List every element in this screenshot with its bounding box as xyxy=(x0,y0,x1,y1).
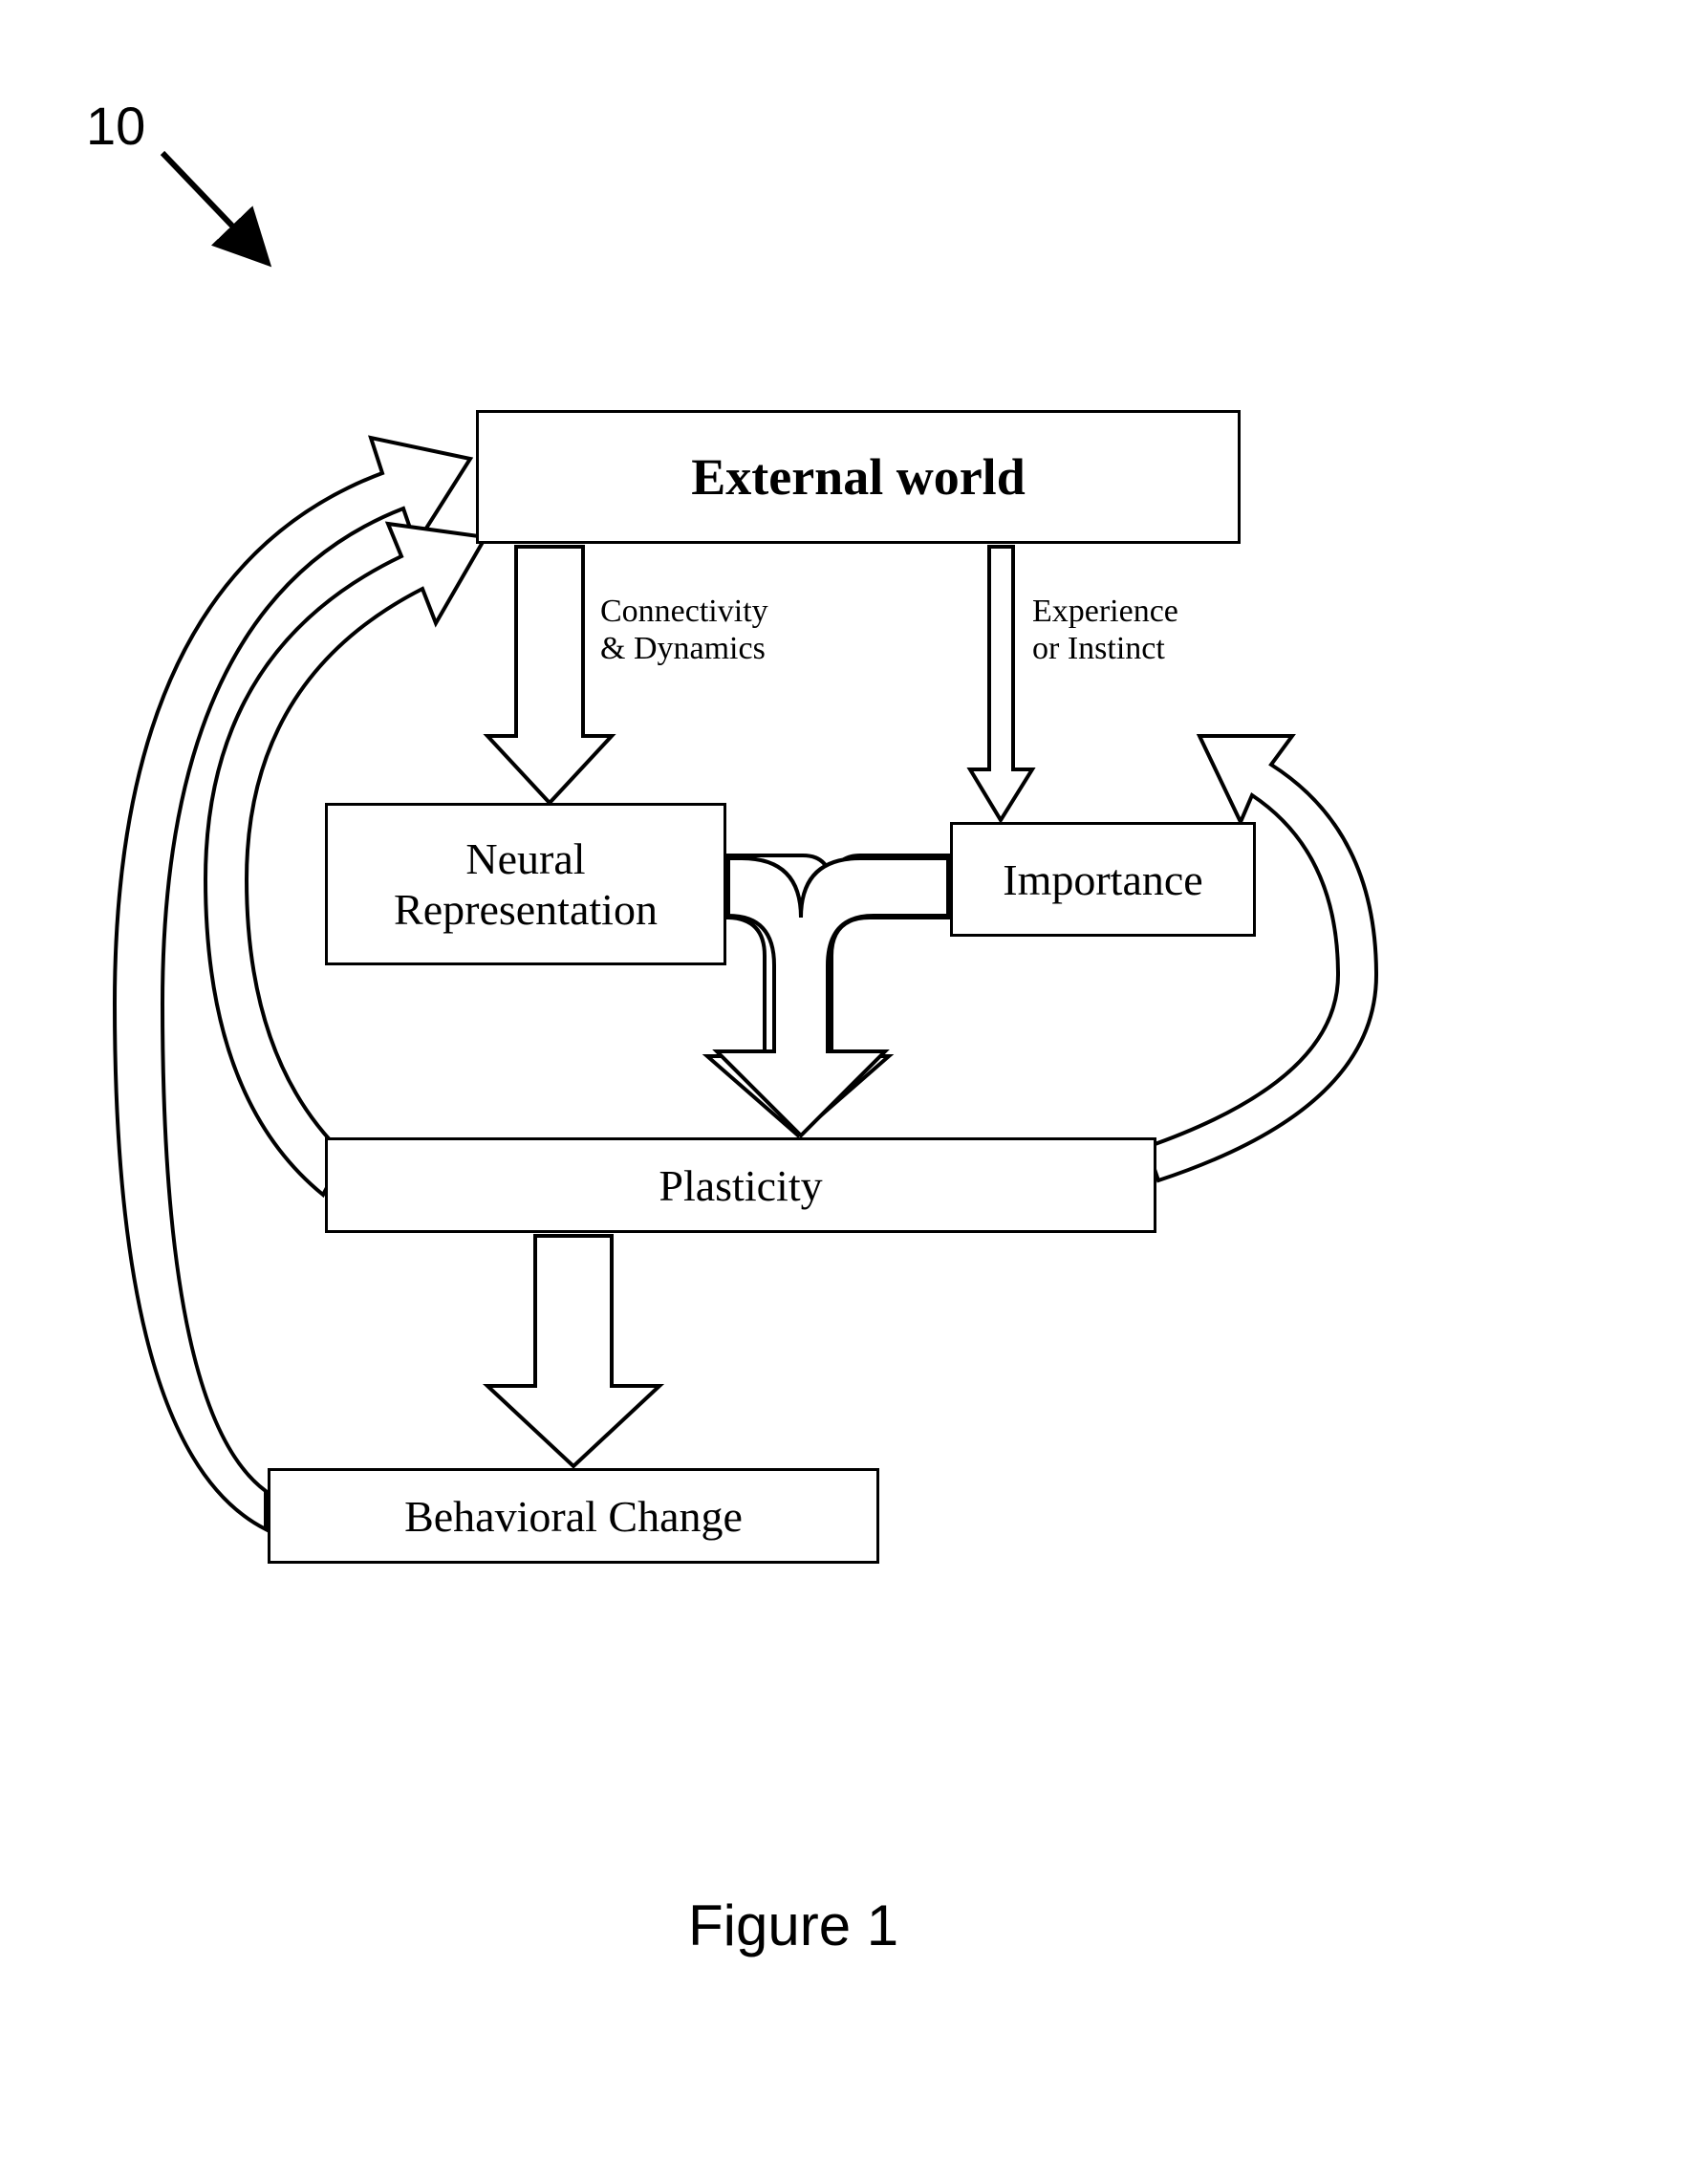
arrow-plasticity-to-behavioral xyxy=(487,1236,659,1466)
arrow-external-to-neural xyxy=(487,547,612,803)
node-external-world-text: External world xyxy=(691,447,1025,507)
diagram-svg xyxy=(0,0,1685,2184)
node-plasticity-text: Plasticity xyxy=(659,1160,822,1211)
node-importance-text: Importance xyxy=(1003,854,1202,905)
node-external-world: External world xyxy=(476,410,1241,544)
node-neural-representation: Neural Representation xyxy=(325,803,726,965)
node-behavioral-change-text: Behavioral Change xyxy=(404,1491,743,1542)
figure-caption: Figure 1 xyxy=(688,1892,898,1958)
figure-pointer-arrow xyxy=(162,153,268,263)
node-neural-representation-text: Neural Representation xyxy=(394,833,658,935)
figure-number-label: 10 xyxy=(86,96,145,157)
arrow-behavioral-to-external xyxy=(115,438,470,1529)
edge-label-connectivity: Connectivity & Dynamics xyxy=(600,593,768,667)
edge-label-experience: Experience or Instinct xyxy=(1032,593,1178,667)
node-importance: Importance xyxy=(950,822,1256,937)
arrow-plasticity-to-importance xyxy=(1147,736,1376,1180)
arrow-external-to-importance xyxy=(970,547,1032,820)
node-behavioral-change: Behavioral Change xyxy=(268,1468,879,1564)
node-plasticity: Plasticity xyxy=(325,1137,1156,1233)
